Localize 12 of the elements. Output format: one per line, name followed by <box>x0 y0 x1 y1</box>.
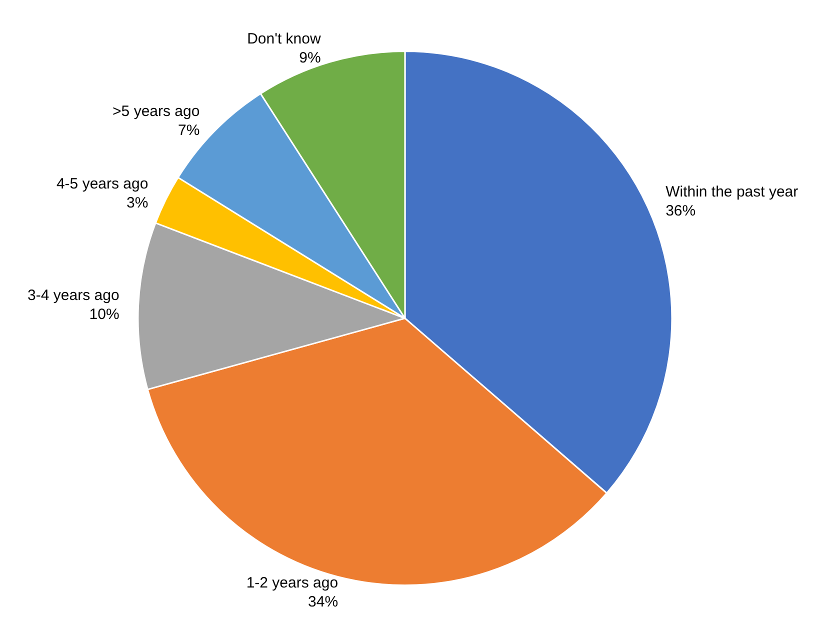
slice-label: Within the past year <box>666 184 798 201</box>
data-label: 3% <box>126 194 148 212</box>
data-label: 10% <box>89 306 120 323</box>
data-label: 7% <box>178 122 200 140</box>
data-label: 34% <box>308 593 338 610</box>
slice-label: Don't know <box>247 30 321 48</box>
slice-label: >5 years ago <box>112 103 200 120</box>
slice-label: 4-5 years ago <box>56 175 148 192</box>
slice-label: 3-4 years ago <box>28 286 120 304</box>
data-label: 36% <box>666 202 696 220</box>
data-label: 9% <box>299 50 321 67</box>
slice-label: 1-2 years ago <box>246 574 338 592</box>
